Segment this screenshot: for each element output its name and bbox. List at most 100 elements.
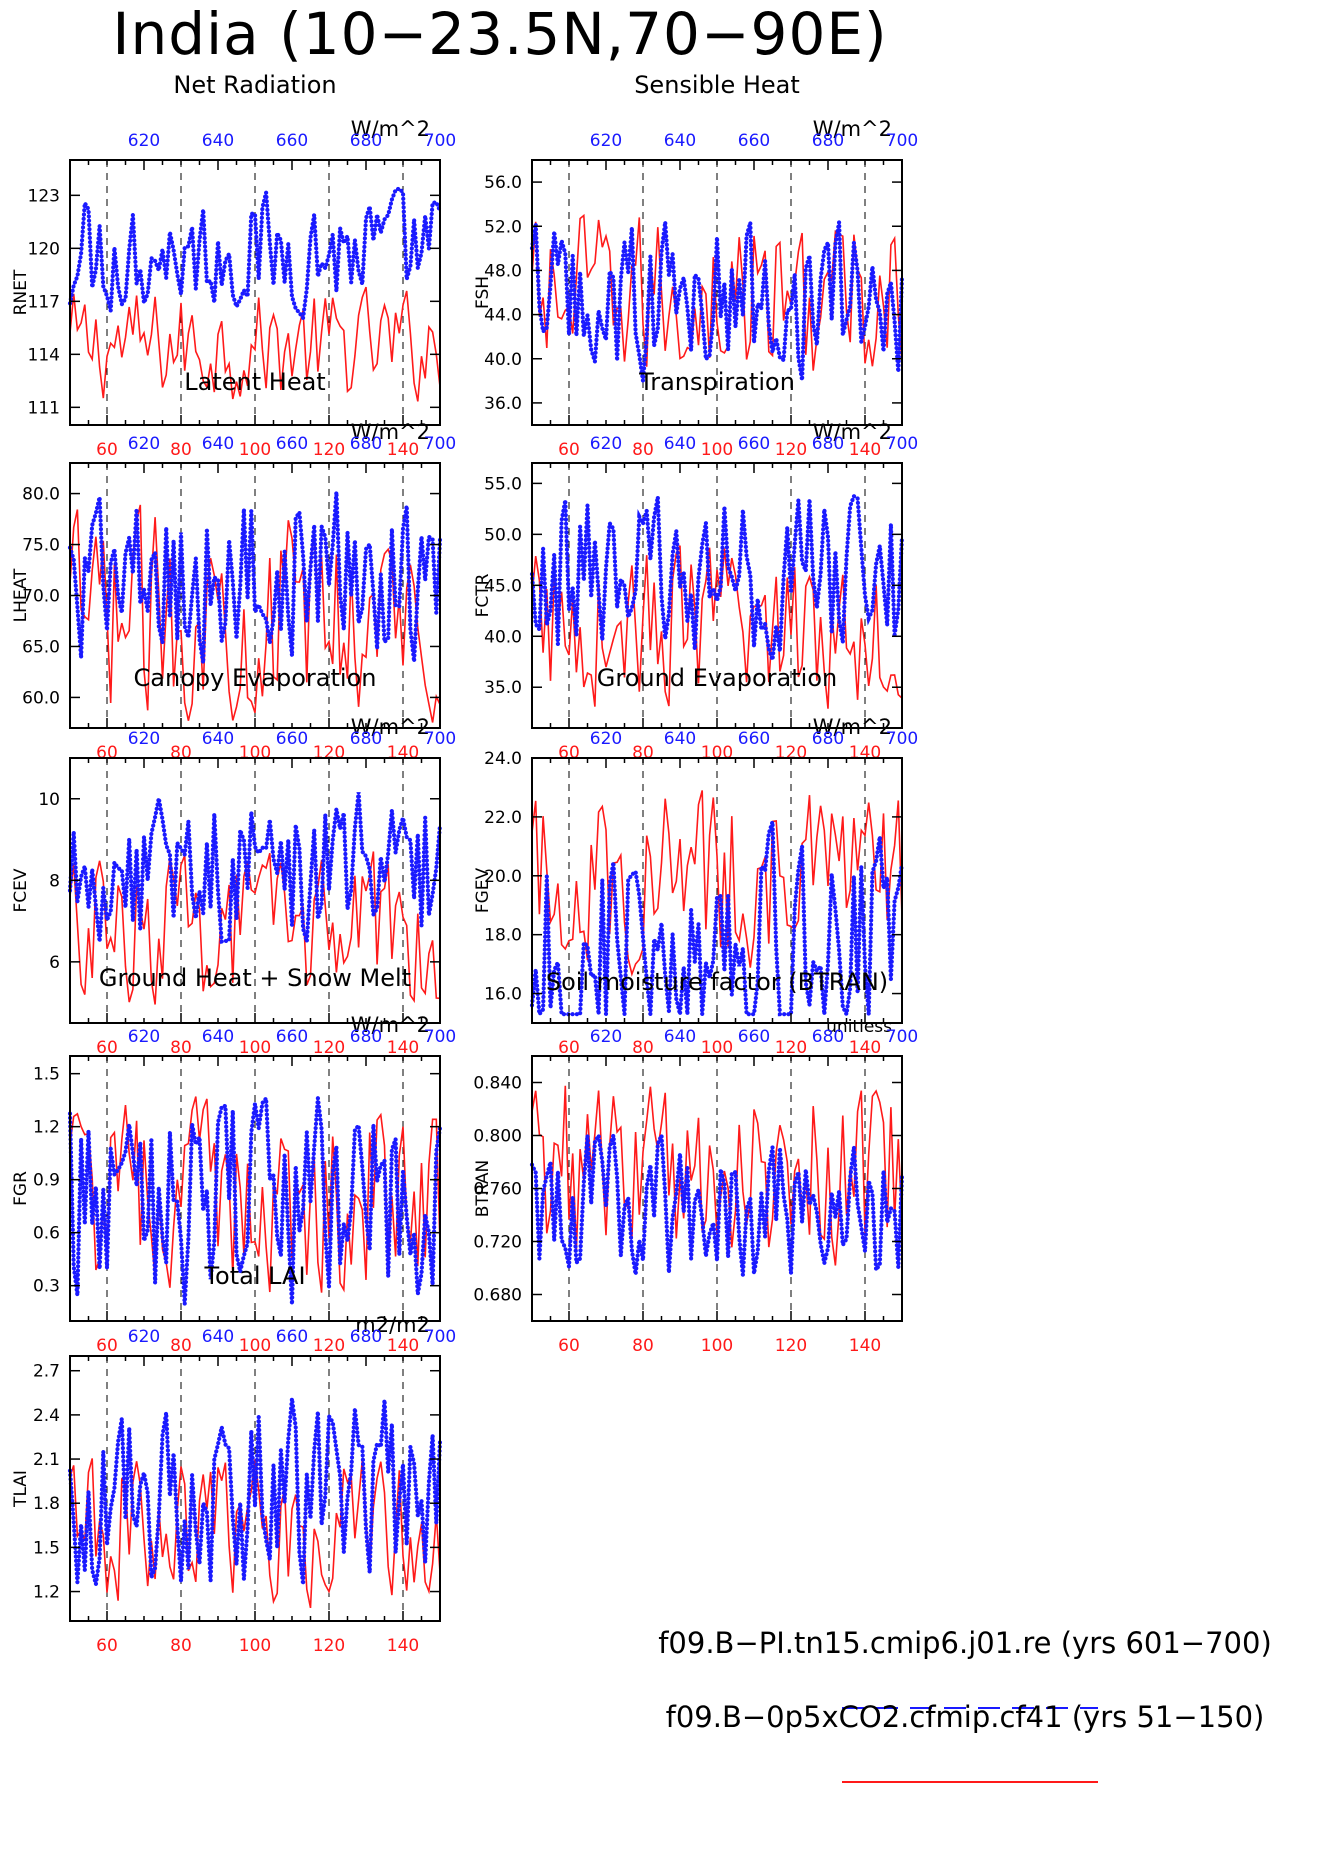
y-tick-label: 123 <box>28 186 60 206</box>
x-bottom-tick-label: 100 <box>701 440 733 460</box>
y-tick-label: 56.0 <box>484 173 522 193</box>
series-line-red <box>531 790 903 977</box>
y-tick-label: 18.0 <box>484 926 522 946</box>
y-tick-label: 45.0 <box>484 576 522 596</box>
y-tick-label: 0.760 <box>473 1180 522 1200</box>
series-line-blue <box>529 493 905 661</box>
chart-title: Net Radiation <box>173 71 336 99</box>
x-bottom-tick-label: 80 <box>632 440 654 460</box>
x-top-tick-label: 680 <box>350 729 382 749</box>
chart-title: Latent Heat <box>184 368 325 396</box>
x-top-tick-label: 660 <box>276 131 308 151</box>
x-bottom-tick-label: 120 <box>775 440 807 460</box>
y-tick-label: 0.840 <box>473 1074 522 1094</box>
y-tick-label: 10 <box>38 790 60 810</box>
y-tick-label: 1.2 <box>33 1583 60 1603</box>
x-bottom-tick-label: 140 <box>387 1636 419 1656</box>
chart-title: Ground Evaporation <box>597 664 837 692</box>
y-tick-label: 35.0 <box>484 678 522 698</box>
units-label: W/m^2 <box>351 420 430 444</box>
chart-panel-rnet: Net Radiation W/m^2 RNET 60 80 100 120 140 620 64… <box>11 71 456 460</box>
x-bottom-tick-label: 60 <box>96 1336 118 1356</box>
x-top-tick-label: 660 <box>276 729 308 749</box>
x-top-tick-label: 620 <box>590 434 622 454</box>
chart-panel-fgr: Ground Heat + Snow Melt W/m^2 FGR 60 80 100 12… <box>11 964 456 1356</box>
x-top-tick-label: 640 <box>202 434 234 454</box>
x-bottom-tick-label: 80 <box>632 1336 654 1356</box>
x-top-tick-label: 700 <box>886 131 918 151</box>
y-tick-label: 75.0 <box>22 536 60 556</box>
chart-panel-fsh: Sensible Heat W/m^2 FSH 60 80 100 120 140 620 640… <box>473 71 918 460</box>
y-axis-label: BTRAN <box>473 1160 493 1218</box>
chart-title: Ground Heat + Snow Melt <box>99 964 411 992</box>
x-top-tick-label: 680 <box>350 131 382 151</box>
x-top-tick-label: 700 <box>424 434 456 454</box>
series-line-blue <box>67 492 443 664</box>
x-bottom-tick-label: 120 <box>313 1336 345 1356</box>
chart-panel-btran: Soil moisture factor (BTRAN) unitless BTRA… <box>473 968 918 1356</box>
series-line-red <box>69 1096 441 1293</box>
x-bottom-tick-label: 140 <box>849 1038 881 1058</box>
y-tick-label: 1.2 <box>33 1118 60 1138</box>
y-tick-label: 0.720 <box>473 1233 522 1253</box>
y-tick-label: 0.6 <box>33 1224 60 1244</box>
x-top-tick-label: 700 <box>886 1027 918 1047</box>
y-tick-label: 36.0 <box>484 394 522 414</box>
y-axis-label: TLAI <box>11 1470 31 1508</box>
page-title: India (10−23.5N,70−90E) <box>112 0 888 68</box>
x-top-tick-label: 680 <box>350 1027 382 1047</box>
y-tick-label: 1.5 <box>33 1538 60 1558</box>
x-bottom-tick-label: 80 <box>170 1038 192 1058</box>
x-top-tick-label: 700 <box>424 1327 456 1347</box>
y-tick-label: 55.0 <box>484 474 522 494</box>
x-top-tick-label: 660 <box>738 131 770 151</box>
x-bottom-tick-label: 100 <box>701 1336 733 1356</box>
x-bottom-tick-label: 140 <box>387 1336 419 1356</box>
y-tick-label: 0.9 <box>33 1171 60 1191</box>
units-label: W/m^2 <box>813 715 892 739</box>
x-top-tick-label: 700 <box>424 1027 456 1047</box>
series-line-blue <box>529 821 905 1022</box>
y-tick-label: 2.4 <box>33 1406 60 1426</box>
series-line-red <box>69 851 441 1005</box>
x-top-tick-label: 640 <box>664 131 696 151</box>
x-top-tick-label: 700 <box>424 729 456 749</box>
x-top-tick-label: 640 <box>664 434 696 454</box>
x-bottom-tick-label: 100 <box>239 1336 271 1356</box>
chart-title: Sensible Heat <box>634 71 800 99</box>
y-tick-label: 24.0 <box>484 749 522 769</box>
units-label: W/m^2 <box>351 117 430 141</box>
x-top-tick-label: 620 <box>128 1327 160 1347</box>
x-bottom-tick-label: 140 <box>849 440 881 460</box>
y-tick-label: 0.800 <box>473 1127 522 1147</box>
y-tick-label: 0.3 <box>33 1277 60 1297</box>
x-bottom-tick-label: 120 <box>775 1038 807 1058</box>
y-tick-label: 2.1 <box>33 1450 60 1470</box>
x-top-tick-label: 700 <box>886 729 918 749</box>
y-tick-label: 65.0 <box>22 637 60 657</box>
x-top-tick-label: 620 <box>128 434 160 454</box>
x-bottom-tick-label: 120 <box>313 1636 345 1656</box>
x-top-tick-label: 620 <box>590 729 622 749</box>
y-tick-label: 117 <box>28 292 60 312</box>
y-tick-label: 50.0 <box>484 525 522 545</box>
y-tick-label: 1.5 <box>33 1065 60 1085</box>
x-top-tick-label: 680 <box>350 434 382 454</box>
y-tick-label: 2.7 <box>33 1362 60 1382</box>
chart-panel-tlai: Total LAI m2/m2 TLAI 60 80 100 120 140 620 640 660… <box>11 1262 456 1656</box>
chart-title: Soil moisture factor (BTRAN) <box>546 968 888 996</box>
y-tick-label: 40.0 <box>484 627 522 647</box>
y-tick-label: 111 <box>28 398 60 418</box>
chart-panel-fctr: Transpiration W/m^2 FCTR 60 80 100 120 140 620 64… <box>473 368 918 763</box>
units-label: W/m^2 <box>813 117 892 141</box>
x-top-tick-label: 680 <box>350 1327 382 1347</box>
series-line-blue <box>67 186 443 324</box>
x-top-tick-label: 680 <box>812 1027 844 1047</box>
x-top-tick-label: 660 <box>738 434 770 454</box>
y-tick-label: 0.680 <box>473 1286 522 1306</box>
y-tick-label: 6 <box>49 953 60 973</box>
y-axis-label: FGR <box>11 1171 31 1206</box>
x-top-tick-label: 620 <box>590 131 622 151</box>
y-axis-label: FCEV <box>11 868 31 912</box>
